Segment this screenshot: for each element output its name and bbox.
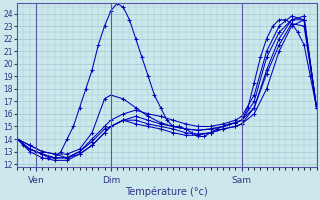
X-axis label: Température (°c): Température (°c) [125,186,208,197]
